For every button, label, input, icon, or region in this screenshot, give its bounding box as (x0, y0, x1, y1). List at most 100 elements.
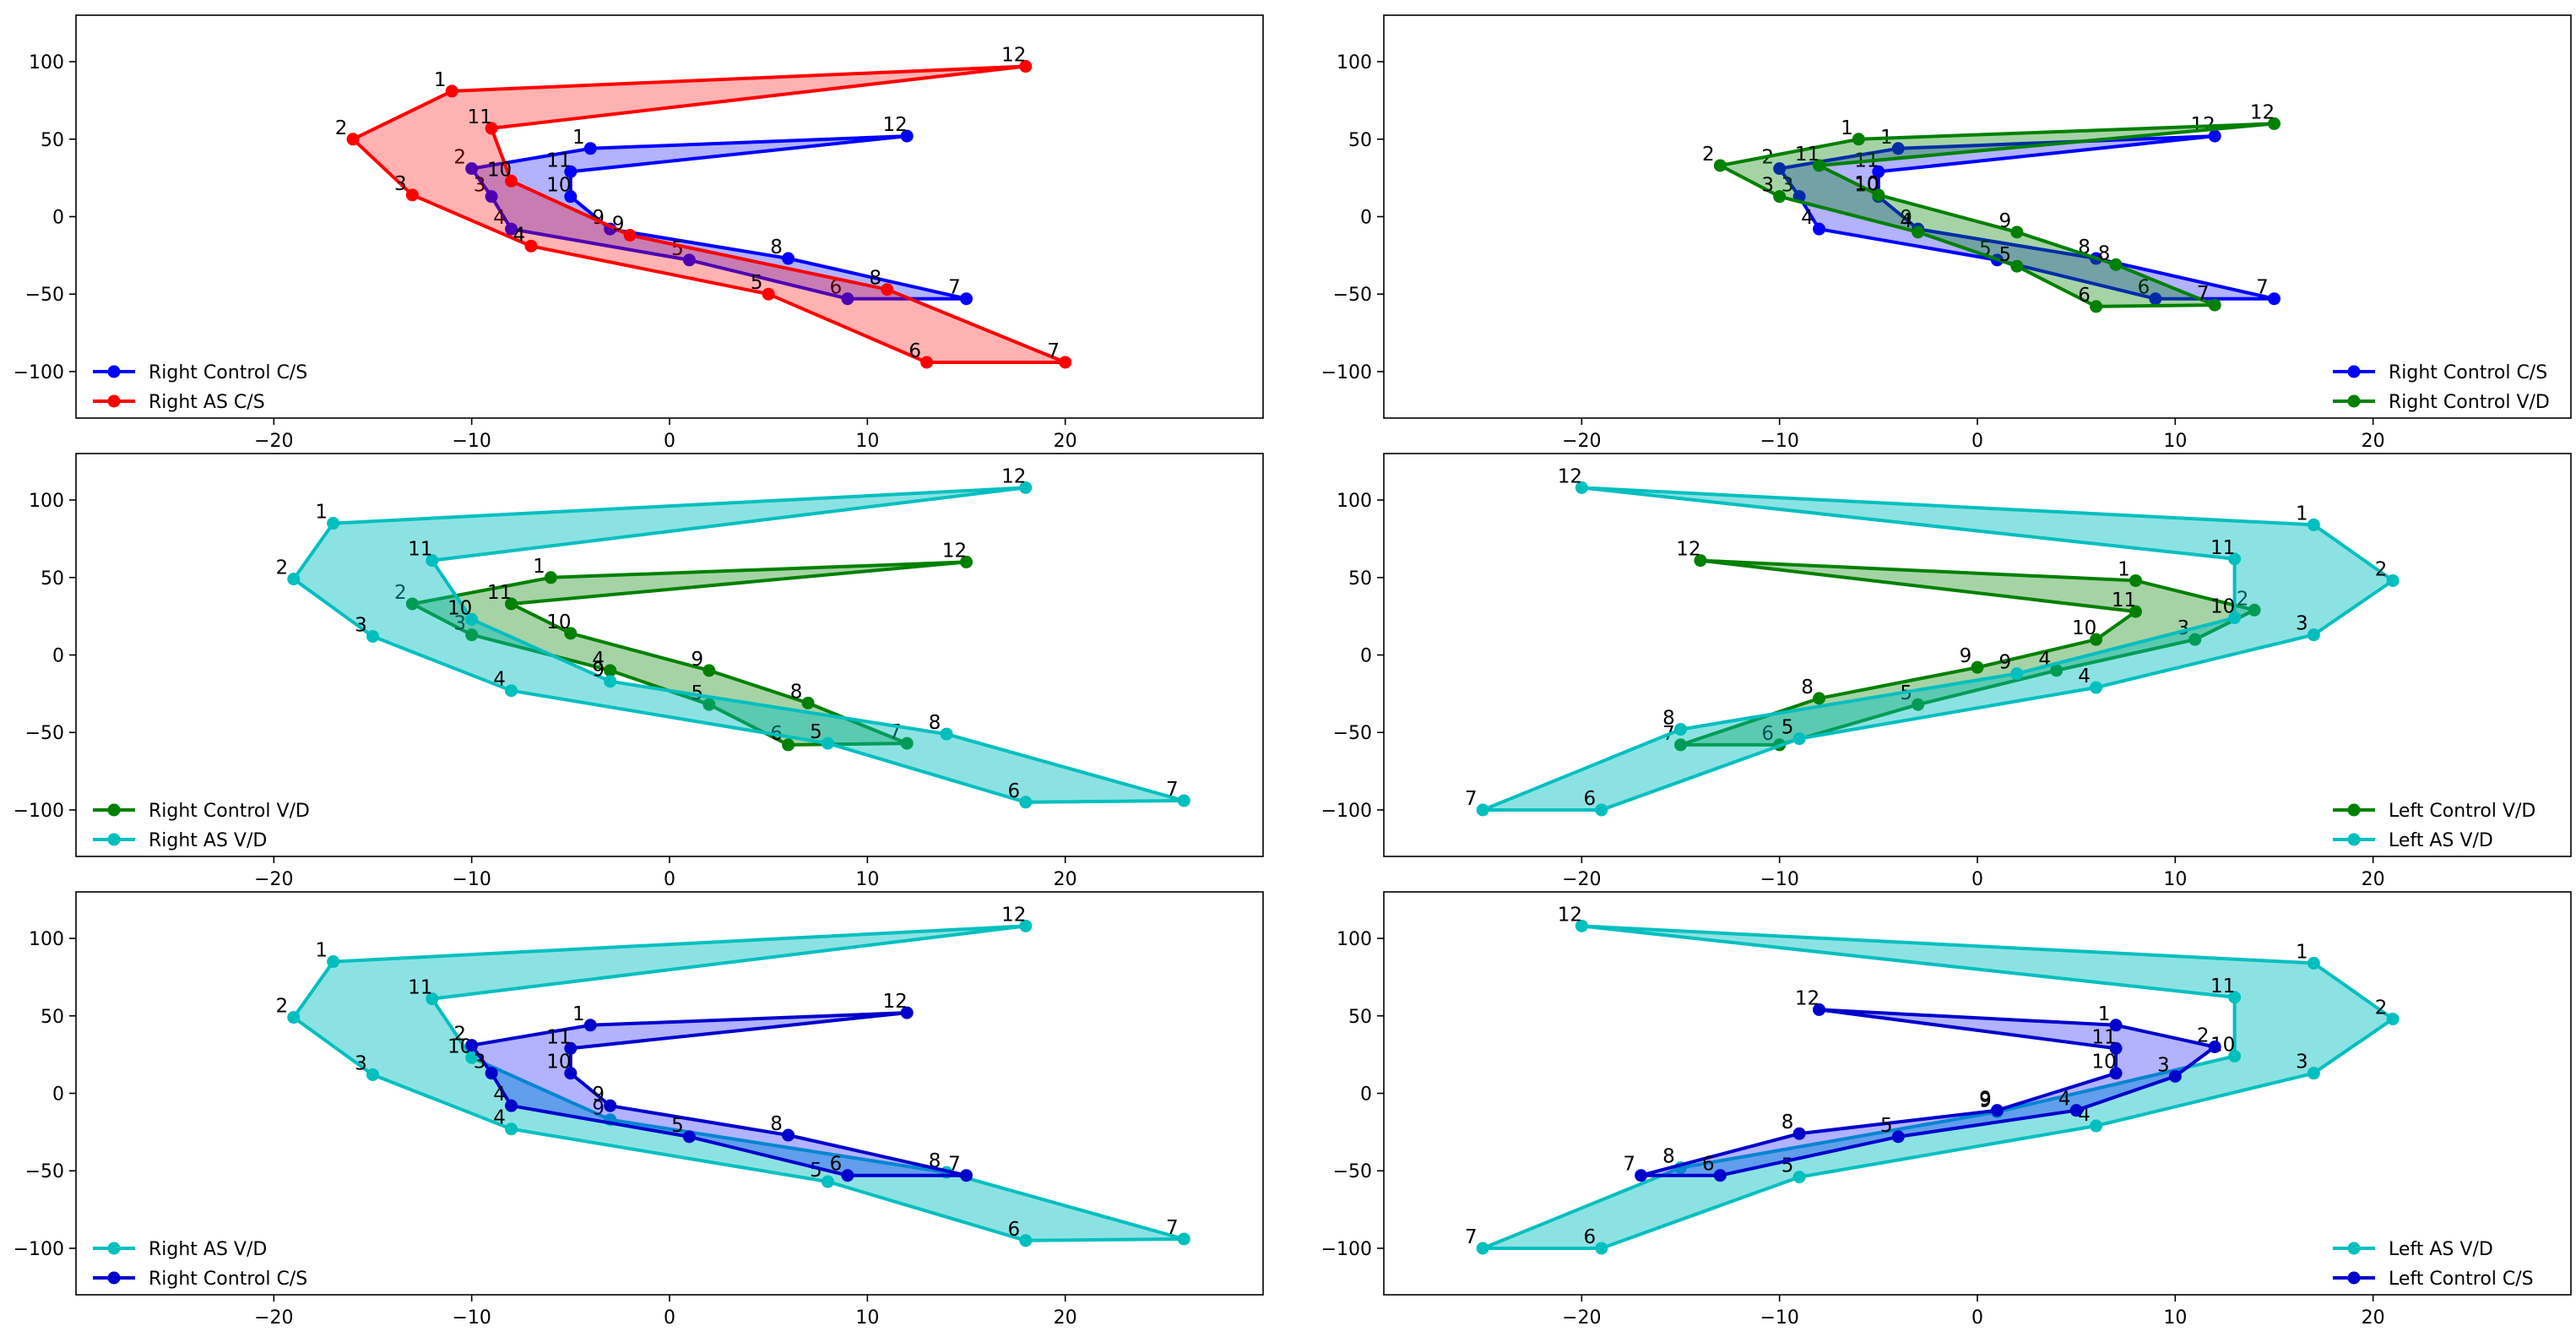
y-tick-label: 50 (1348, 568, 1372, 590)
x-tick-label: 10 (2163, 1307, 2187, 1329)
point-label: 4 (2058, 1089, 2071, 1111)
x-tick-label: 0 (1971, 431, 1983, 452)
x-tick-label: −20 (254, 431, 293, 452)
data-point (287, 573, 301, 586)
data-point (564, 1041, 578, 1055)
data-point (1872, 165, 1885, 178)
data-point (2307, 1067, 2320, 1080)
point-label: 7 (948, 277, 961, 299)
data-point (1575, 919, 1588, 932)
data-point (544, 571, 557, 584)
point-label: 7 (2197, 283, 2210, 305)
y-tick-label: 0 (1360, 646, 1372, 667)
x-tick-label: −10 (1760, 869, 1798, 890)
chart-panel-3: 123456789101112123456789101112−20−100102… (14, 453, 1264, 890)
point-label: 4 (493, 207, 506, 229)
legend: Right Control V/D Right AS V/D (93, 801, 310, 851)
point-label: 11 (408, 539, 432, 561)
legend-marker (2347, 1271, 2361, 1285)
point-label: 1 (533, 556, 545, 578)
y-tick-label: 0 (52, 646, 64, 667)
point-label: 6 (1583, 1226, 1596, 1248)
data-point (762, 287, 775, 301)
legend-marker (2347, 394, 2361, 408)
data-point (405, 597, 419, 611)
data-point (1019, 919, 1033, 932)
data-point (465, 612, 479, 626)
data-point (1891, 142, 1905, 155)
data-point (327, 955, 340, 969)
data-point (960, 555, 973, 568)
point-label: 6 (908, 340, 921, 362)
legend-label: Right AS V/D (149, 830, 267, 851)
y-tick-label: 100 (1337, 52, 1372, 73)
point-label: 11 (467, 106, 491, 128)
point-label: 7 (2256, 277, 2269, 299)
point-label: 3 (1782, 175, 1794, 197)
x-tick-label: 10 (855, 869, 879, 890)
data-point (465, 162, 479, 176)
x-tick-label: −10 (452, 869, 491, 890)
data-point (2129, 605, 2142, 618)
x-tick-label: 0 (664, 869, 675, 890)
data-point (2228, 1049, 2242, 1063)
data-point (366, 629, 379, 643)
point-label: 8 (869, 268, 881, 290)
data-point (465, 1051, 479, 1064)
data-point (702, 698, 716, 711)
data-point (2168, 1069, 2182, 1083)
x-tick-label: −20 (1562, 431, 1601, 452)
point-label: 11 (1795, 144, 1819, 166)
legend: Left Control V/D Left AS V/D (2333, 801, 2535, 851)
data-point (1990, 1104, 2004, 1117)
point-label: 12 (1795, 987, 1819, 1009)
data-point (2228, 552, 2242, 566)
x-tick-label: 20 (2362, 869, 2385, 890)
data-point (841, 1169, 854, 1182)
point-label: 11 (408, 977, 432, 999)
y-tick-label: 50 (41, 1007, 64, 1028)
y-tick-label: 50 (41, 568, 64, 590)
point-label: 2 (2375, 558, 2388, 580)
y-tick-label: −100 (14, 1239, 64, 1260)
x-tick-label: 10 (2163, 869, 2187, 890)
point-label: 7 (1047, 340, 1060, 362)
point-label: 4 (592, 649, 605, 671)
data-point (682, 253, 696, 267)
chart-panel-2: 123456789101112123456789101112−20−100102… (1321, 14, 2572, 452)
axes-frame (75, 14, 1264, 419)
y-tick-label: 100 (29, 52, 64, 73)
x-tick-label: −20 (254, 1307, 293, 1329)
data-point (287, 1011, 301, 1024)
data-point (1813, 692, 1826, 705)
data-point (2208, 298, 2221, 312)
point-label: 8 (790, 681, 803, 703)
data-point (1019, 1234, 1033, 1247)
point-label: 1 (1841, 117, 1853, 139)
point-label: 11 (546, 1026, 571, 1048)
legend-marker (2347, 803, 2361, 817)
data-point (1674, 738, 1687, 752)
point-label: 2 (275, 557, 288, 579)
point-label: 4 (493, 1107, 506, 1129)
point-label: 9 (1979, 1089, 1992, 1111)
point-label: 3 (474, 175, 486, 197)
point-label: 2 (2237, 588, 2249, 610)
data-point (1694, 554, 1707, 568)
point-label: 1 (572, 127, 585, 149)
data-point (1813, 1003, 1826, 1016)
point-label: 3 (355, 614, 367, 636)
x-tick-label: 10 (855, 1307, 879, 1329)
x-tick-label: −10 (452, 1307, 491, 1329)
x-tick-label: 10 (2163, 431, 2187, 452)
point-label: 5 (1880, 1115, 1893, 1137)
series-fill-area (1483, 487, 2394, 810)
point-label: 3 (394, 173, 407, 195)
point-label: 12 (1001, 904, 1026, 926)
point-label: 2 (335, 117, 348, 139)
point-label: 2 (275, 996, 288, 1018)
